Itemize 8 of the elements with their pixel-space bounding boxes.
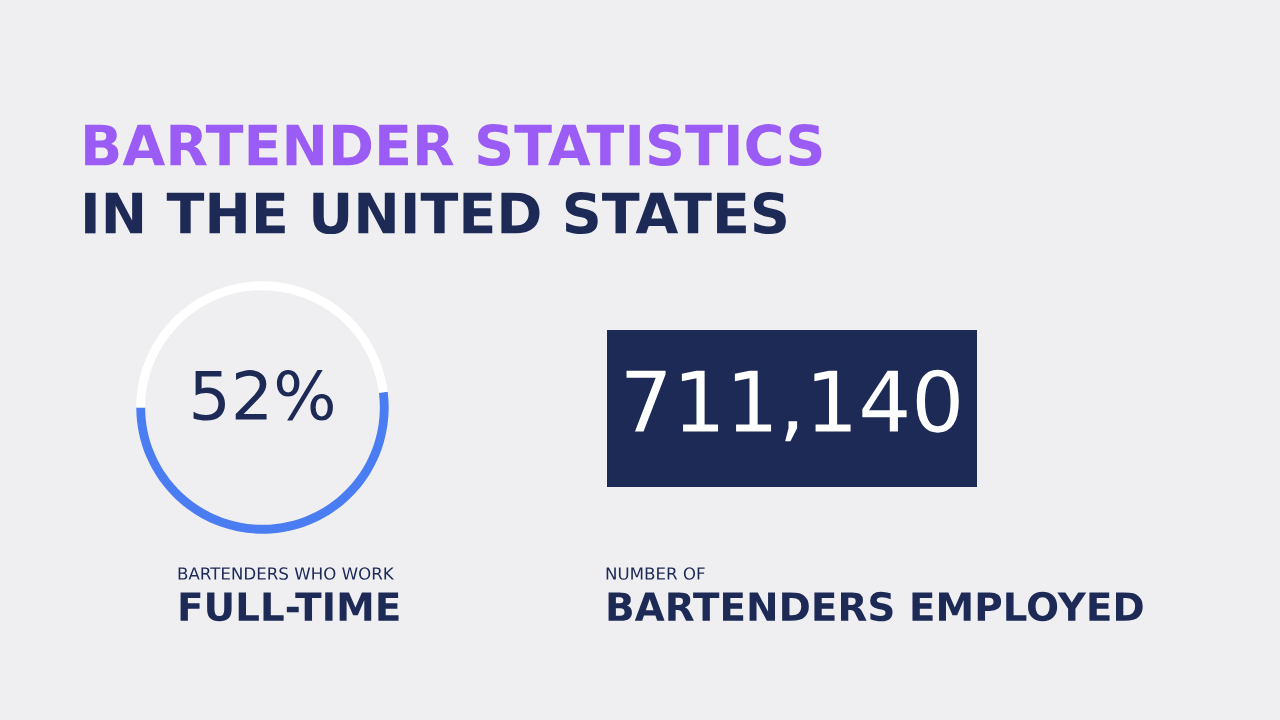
chart-subtitle: IN THE UNITED STATES — [85, 192, 786, 235]
text: BARTENDERS EMPLOYED — [608, 591, 1143, 622]
text: 52% — [193, 370, 333, 421]
text: 711,140 — [626, 369, 959, 442]
text: FULL-TIME — [180, 592, 399, 622]
text: BARTENDERS WHO WORK — [178, 567, 395, 580]
chart-title: BARTENDER STATISTICS — [85, 124, 822, 167]
text: NUMBER OF — [606, 567, 705, 580]
